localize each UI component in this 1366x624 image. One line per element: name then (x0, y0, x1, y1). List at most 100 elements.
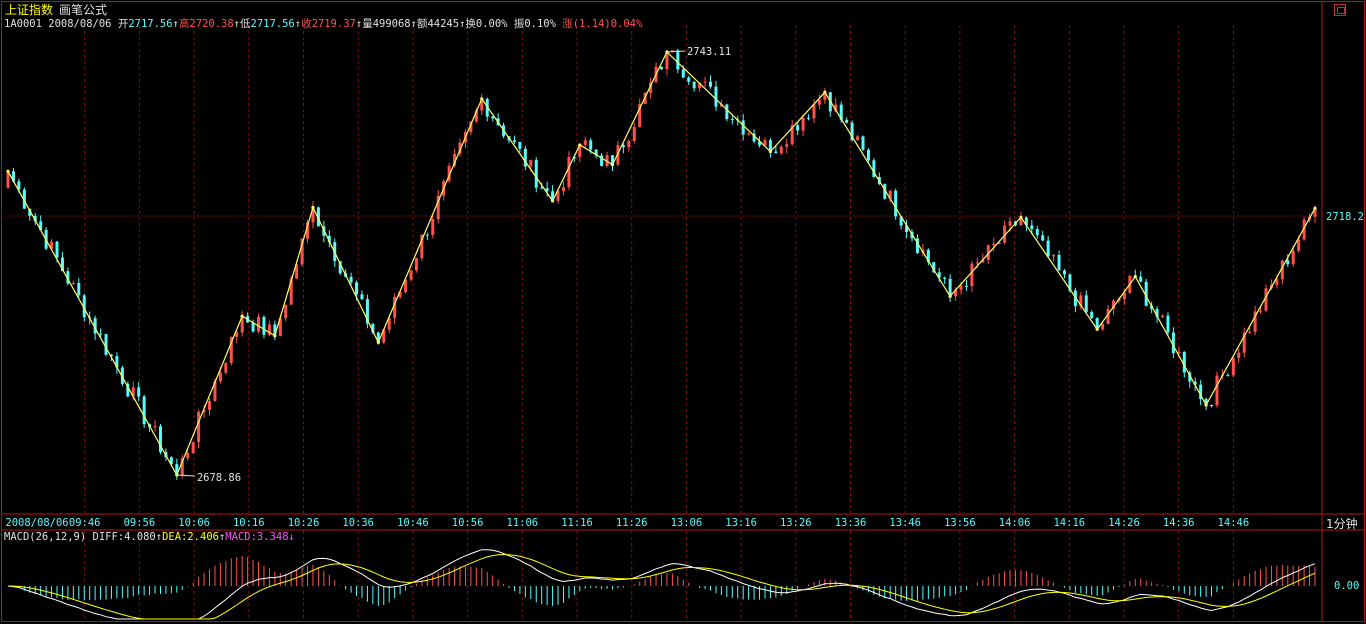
candle-body (681, 69, 685, 78)
candle-body (992, 243, 996, 246)
low-label: 低 (240, 18, 251, 30)
time-tick-label: 10:46 (397, 517, 429, 529)
time-tick-label: 13:06 (671, 517, 703, 529)
candle-body (796, 125, 800, 131)
candle-body (572, 156, 576, 158)
candle-body (420, 234, 424, 259)
candle-body (578, 144, 582, 158)
volume-arrow: ↑ (410, 18, 417, 30)
pen-pivot-point (1204, 403, 1208, 407)
time-tick-label: 13:56 (944, 517, 976, 529)
candle-body (50, 241, 54, 249)
candle-body (627, 140, 631, 148)
open-value: 2717.56 (128, 18, 173, 30)
candle-body (915, 238, 919, 254)
time-tick-label: 11:06 (506, 517, 538, 529)
candle-body (741, 120, 745, 135)
window-restore-icon[interactable] (1334, 4, 1346, 16)
candle-body (267, 324, 271, 335)
candle-body (409, 270, 413, 280)
reference-price-label: 2718.2 (1326, 211, 1364, 223)
turnover-label: 换 (465, 18, 476, 30)
candle-body (1095, 318, 1099, 330)
period-selector-button[interactable]: 1分钟 (1326, 517, 1358, 531)
candle-body (817, 99, 821, 105)
candle-body (1008, 221, 1012, 226)
candle-body (567, 156, 571, 188)
candle-body (491, 116, 495, 119)
candle-body (6, 171, 10, 188)
candle-body (71, 282, 75, 284)
candle-body (207, 401, 211, 410)
quote-date: 2008/08/06 (48, 18, 112, 30)
macd-lines (7, 549, 1316, 620)
candle-body (229, 336, 233, 364)
candle-body (393, 296, 397, 319)
diff-value: 4.080 (124, 531, 156, 543)
candle-body (1171, 332, 1175, 353)
candle-body (605, 155, 609, 166)
candle-body (1035, 229, 1039, 236)
candle-body (1280, 260, 1284, 280)
annotation-leader (176, 474, 195, 477)
candle-body (273, 324, 277, 336)
candle-body (300, 238, 304, 265)
high-arrow: ↑ (233, 18, 240, 30)
candle-body (191, 442, 195, 454)
candle-body (398, 292, 402, 297)
candle-body (289, 278, 293, 305)
candle-body (376, 332, 380, 343)
diff-arrow: ↑ (155, 531, 163, 543)
candle-body (594, 149, 598, 156)
candle-body (262, 316, 266, 335)
candle-body (224, 363, 228, 373)
candle-body (649, 82, 653, 93)
candle-body (583, 140, 587, 145)
time-tick-label: 13:16 (725, 517, 757, 529)
candle-body (823, 92, 827, 100)
pen-pivot-point (1133, 274, 1137, 279)
candle-body (964, 285, 968, 287)
pen-pivot-point (311, 205, 315, 210)
candle-body (257, 316, 261, 332)
candle-body (387, 318, 391, 330)
candle-body (768, 140, 772, 152)
candle-body (1155, 308, 1159, 317)
candle-body (937, 272, 941, 278)
candle-body (1199, 384, 1203, 399)
candle-body (1259, 310, 1263, 312)
candle-body (763, 140, 767, 146)
candle-body (779, 146, 783, 154)
price-annotations: 2743.11 2678.86 (176, 46, 731, 484)
pen-pivot-point (273, 334, 277, 338)
macd-value: 3.348 (256, 531, 289, 543)
candle-body (142, 396, 146, 425)
candle-body (1139, 276, 1143, 282)
change-value: (1.14)0.04% (572, 18, 643, 30)
candle-body (1291, 250, 1295, 265)
candle-body (1122, 292, 1126, 300)
candle-body (251, 322, 255, 332)
high-label: 高 (178, 18, 190, 30)
candle-body (1073, 290, 1077, 307)
candle-body (943, 277, 947, 279)
candle-body (175, 464, 179, 476)
time-gridlines (84, 25, 1234, 620)
candle-body (327, 235, 331, 243)
macd-info-bar: MACD(26,12,9) DIFF:4.080↑DEA:2.406↑MACD:… (4, 531, 295, 543)
candle-body (169, 457, 173, 465)
candle-body (1231, 358, 1235, 376)
pen-pivot-point (480, 97, 484, 101)
candle-body (1144, 281, 1148, 306)
candle-body (1052, 254, 1056, 257)
time-tick-label: 10:06 (178, 517, 210, 529)
candle-body (360, 294, 364, 300)
candle-body (1030, 225, 1034, 230)
candle-body (77, 282, 81, 296)
stock-code: 1A0001 (4, 18, 42, 30)
candle-body (834, 104, 838, 112)
dea-arrow: ↑ (218, 531, 226, 543)
dea-label: DEA: (162, 531, 188, 543)
candle-body (888, 190, 892, 199)
